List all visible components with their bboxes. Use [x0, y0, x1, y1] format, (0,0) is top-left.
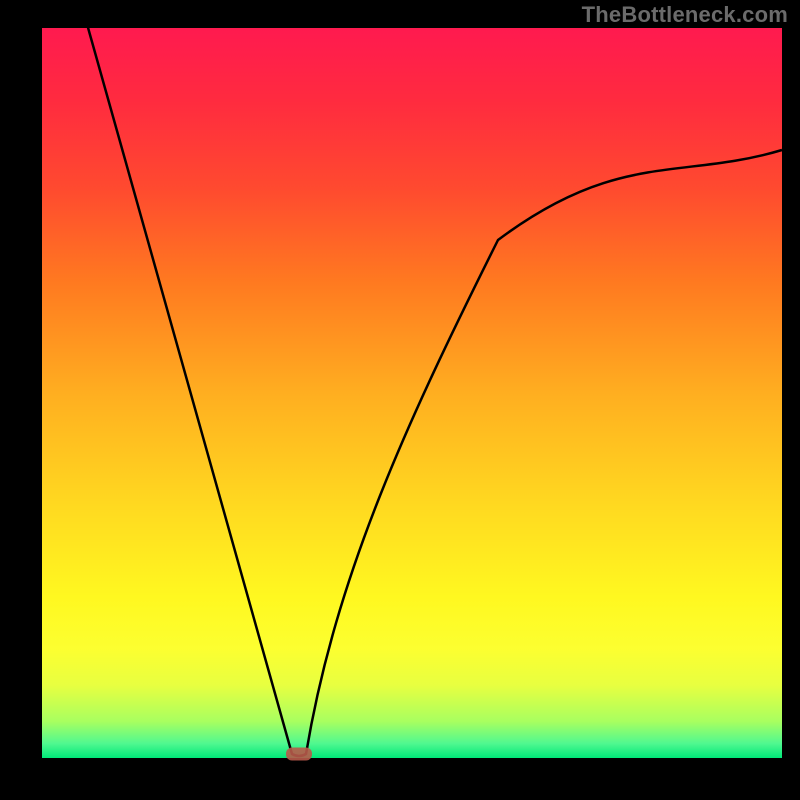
- minimum-marker: [286, 748, 312, 761]
- chart-frame: TheBottleneck.com: [0, 0, 800, 800]
- bottleneck-chart: [0, 0, 800, 800]
- plot-background: [42, 28, 782, 758]
- watermark-text: TheBottleneck.com: [582, 2, 788, 28]
